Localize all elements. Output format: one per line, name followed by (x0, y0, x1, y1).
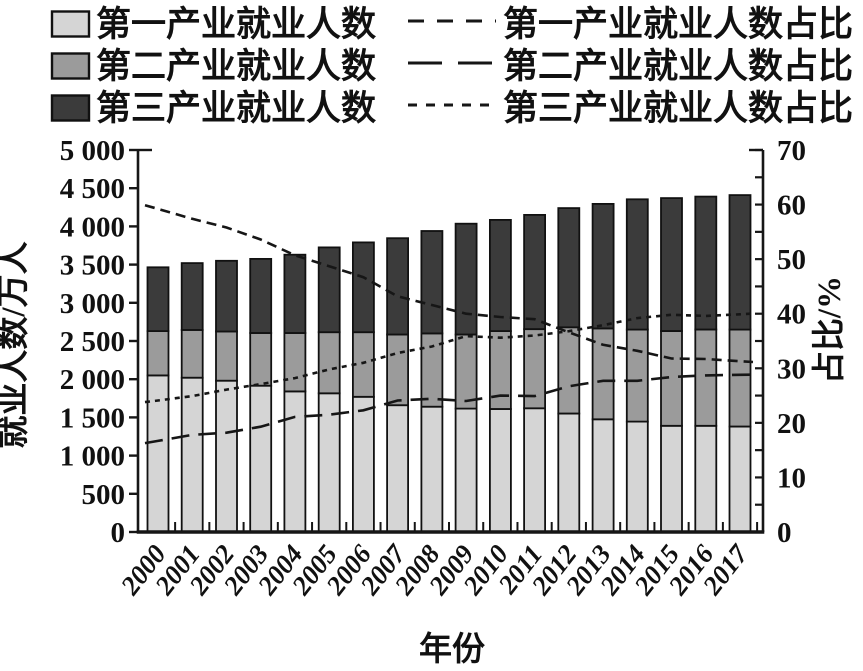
bar-segment-2012-series2 (557, 326, 581, 415)
bar-segment-2009-series3 (454, 222, 478, 336)
bar-segment-2016-series2 (694, 328, 718, 427)
right-axis-title: 占比/% (811, 276, 848, 384)
right-axis-tick-label: 50 (777, 244, 806, 276)
bar-segment-2015-series1 (660, 424, 683, 533)
left-axis-tick-label: 0 (111, 517, 126, 549)
bar-segment-2010-series3 (488, 218, 512, 332)
legend-label-series3: 第三产业就业人数 (96, 89, 376, 128)
bar-segment-2011-series3 (523, 213, 546, 330)
bar-segment-2004-series1 (283, 390, 307, 533)
bar-segment-2013-series2 (591, 327, 615, 421)
bar-segment-2002-series3 (215, 259, 238, 333)
bar-segment-2017-series1 (728, 425, 752, 533)
share-line-series3 (144, 312, 754, 404)
bar-segment-2000-series3 (146, 266, 170, 332)
bar-segment-2004-series3 (283, 253, 307, 334)
legend-label-line-series3: 第三产业就业人数占比 (503, 89, 853, 128)
bar-segment-2013-series1 (591, 418, 615, 533)
legend-label-line-series2: 第二产业就业人数占比 (503, 47, 853, 86)
bar-segment-2010-series1 (488, 408, 512, 533)
bar-segment-2015-series3 (660, 197, 683, 332)
legend-swatch-series1 (50, 10, 91, 38)
bar-segment-2002-series2 (215, 330, 238, 382)
right-axis-tick-label: 0 (777, 517, 792, 549)
bar-segment-2005-series2 (317, 331, 341, 395)
bar-segment-2007-series2 (386, 333, 410, 407)
bar-segment-2013-series3 (591, 202, 615, 330)
legend-swatch-series3 (50, 94, 91, 122)
bar-segment-2016-series1 (694, 424, 718, 533)
left-axis-tick-label: 3 000 (60, 288, 125, 320)
bar-segment-2008-series3 (420, 230, 444, 335)
bar-segment-2014-series3 (625, 198, 649, 331)
bar-segment-2007-series3 (386, 237, 410, 336)
bar-segment-2008-series1 (420, 405, 444, 533)
bar-segment-2003-series2 (249, 332, 273, 387)
bar-segment-2002-series1 (215, 379, 238, 533)
bar-segment-2006-series3 (351, 241, 375, 334)
left-axis-tick-label: 5 000 (60, 135, 125, 167)
bar-segment-2012-series3 (557, 207, 581, 329)
left-axis-tick-label: 2 500 (60, 326, 125, 358)
left-axis-tick-label: 4 500 (60, 173, 125, 205)
left-axis-tick-label: 500 (82, 479, 126, 511)
bar-segment-2004-series2 (283, 332, 307, 393)
legend-swatch-series2 (50, 52, 91, 80)
bar-segment-2007-series1 (386, 404, 410, 533)
bar-segment-2011-series1 (523, 407, 546, 533)
right-axis-tick-label: 40 (777, 299, 806, 331)
bar-segment-2014-series1 (625, 420, 649, 533)
right-axis-tick-label: 60 (777, 190, 806, 222)
legend-label-series2: 第二产业就业人数 (96, 47, 376, 86)
bar-segment-2001-series1 (180, 376, 204, 533)
left-axis-title: 就业人数/万人 (0, 241, 32, 448)
bar-segment-2009-series1 (454, 407, 478, 533)
bar-segment-2003-series1 (249, 384, 273, 533)
bar-segment-2016-series3 (694, 195, 718, 331)
bar-segment-2017-series2 (728, 328, 752, 428)
share-line-series2 (144, 373, 754, 445)
bar-segment-2009-series2 (454, 333, 478, 410)
bar-segment-2014-series2 (625, 328, 649, 423)
x-axis-title: 年份 (419, 631, 485, 668)
legend-label-line-series1: 第一产业就业人数占比 (503, 5, 853, 44)
bar-segment-2012-series1 (557, 412, 581, 533)
right-axis-tick-label: 70 (777, 135, 806, 167)
right-axis-tick-label: 30 (777, 353, 806, 385)
bar-segment-2006-series1 (351, 395, 375, 533)
bar-segment-2005-series3 (317, 246, 341, 334)
right-axis-tick-label: 20 (777, 408, 806, 440)
left-axis-tick-label: 1 000 (60, 441, 125, 473)
bar-segment-2000-series2 (146, 330, 170, 377)
bar-segment-2003-series3 (249, 257, 273, 334)
bar-segment-2017-series3 (728, 194, 752, 331)
share-line-series1 (144, 203, 754, 364)
left-axis-tick-label: 2 000 (60, 364, 125, 396)
left-axis-tick-label: 3 500 (60, 250, 125, 282)
bar-segment-2001-series2 (180, 328, 204, 379)
left-axis-tick-label: 1 500 (60, 402, 125, 434)
left-axis-tick-label: 4 000 (60, 211, 125, 243)
bar-segment-2001-series3 (180, 262, 204, 331)
legend-label-series1: 第一产业就业人数 (96, 5, 376, 44)
right-axis-tick-label: 10 (777, 462, 806, 494)
